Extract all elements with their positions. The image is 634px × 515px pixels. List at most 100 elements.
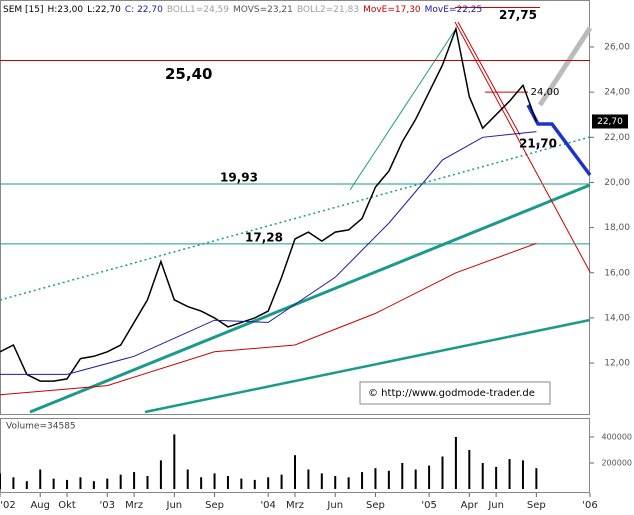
volume-bar [320,473,323,489]
header-item: SEM [15] [3,5,44,15]
volume-bar [0,473,1,489]
volume-tick-label: 200000 [601,458,632,467]
volume-bar [92,481,95,489]
x-tick-label: Aug [30,500,50,511]
volume-bar [414,469,417,489]
volume-bar [267,477,270,489]
projection-down [526,104,592,177]
support-label: 25,40 [165,65,212,83]
volume-bar [66,479,69,489]
volume-bar [253,479,256,489]
volume-bar [226,475,229,489]
x-tick-label: Jun [326,500,343,511]
header-item: H:23,00 [48,5,84,15]
header-item: C: 22,70 [125,5,163,15]
trend-line [0,136,591,301]
volume-bar [401,462,404,489]
header-item: MovE=22,25 [425,5,483,15]
volume-bar [468,449,471,489]
x-tick-label: Mrz [286,500,304,511]
volume-bar [213,473,216,489]
volume-bar [441,456,444,489]
x-tick-label: Apr [461,500,479,511]
x-tick-label: Sep [205,500,224,511]
target-label: 24,00 [531,87,560,98]
header-item: BOLL2=21,83 [297,5,359,15]
volume-bar [280,474,283,489]
volume-bar [521,460,524,489]
volume-bar [387,470,390,489]
volume-bar [200,477,203,489]
volume-bar [347,477,350,489]
x-tick-label: Jun [487,500,504,511]
volume-bar [535,468,538,489]
volume-bar [294,455,296,489]
volume-bar [173,434,176,489]
target-point [536,142,540,146]
y-tick-label: 14,00 [604,313,630,323]
trend-line [144,318,591,414]
volume-bar [12,477,15,489]
header-item: BOLL1=24,59 [167,5,229,15]
y-tick-label: 22,00 [604,133,630,143]
volume-bar [240,478,243,489]
volume-bar [361,472,364,489]
trend-line [349,29,456,191]
volume-bar [307,469,310,489]
volume-bar [25,481,28,489]
y-tick-label: 24,00 [604,88,630,98]
last-price-label: 22,70 [597,117,623,127]
volume-bar [133,472,136,489]
moving-average [0,242,537,396]
trend-line [29,183,591,414]
x-tick-label: '04 [260,500,275,511]
target-label: 21,70 [519,137,557,151]
x-tick-label: Okt [58,500,76,511]
x-tick-label: Mrz [125,500,143,511]
y-tick-label: 16,00 [604,268,630,278]
volume-bar [119,474,122,489]
support-label: 17,28 [245,230,283,244]
header: SEM [15] H:23,00 L:22,70 C: 22,70 BOLL1=24,5… [3,5,482,15]
volume-bar [495,466,498,489]
volume-tick-label: 400000 [601,432,632,441]
x-tick-label: '06 [582,500,597,511]
volume-bar [146,475,149,489]
projection-up [537,26,593,107]
x-tick-label: '03 [100,500,115,511]
x-tick-label: Sep [527,500,546,511]
x-tick-label: Jun [166,500,183,511]
header-item: MovE=17,30 [363,5,421,15]
header-item: MOVS=23,21 [233,5,293,15]
header-item: L:22,70 [87,5,121,15]
volume-panel [0,418,590,493]
price-panel [0,0,590,415]
volume-bar [428,465,431,489]
y-tick-label: 18,00 [604,223,630,233]
volume-bar [52,478,55,489]
target-label: 27,75 [499,8,537,22]
trend-line [454,21,591,273]
x-tick-label: Sep [366,500,385,511]
watermark-box [359,381,551,405]
volume-bar [39,469,42,489]
volume-bar [374,468,377,489]
y-tick-label: 26,00 [604,42,630,52]
moving-average [0,131,537,375]
volume-bar [159,460,162,489]
volume-label: Volume=34585 [6,422,76,432]
volume-bar [186,469,189,489]
volume-bar [454,436,457,489]
watermark: © http://www.godmode-trader.de [368,388,535,399]
trend-line [457,21,521,136]
volume-bar [79,477,82,489]
volume-bar [334,475,337,489]
x-tick-label: '05 [421,500,436,511]
volume-bar [508,459,511,489]
price-line [0,26,538,382]
support-label: 19,93 [220,171,258,185]
y-tick-label: 12,00 [604,359,630,369]
volume-bar [106,478,109,489]
